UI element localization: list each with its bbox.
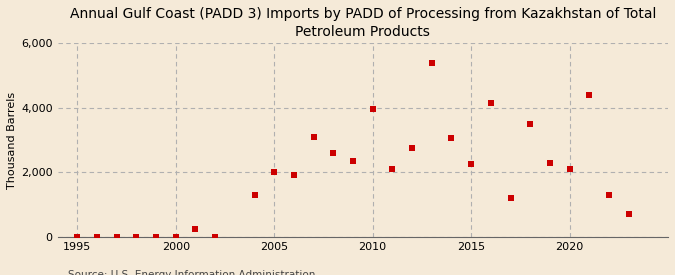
Point: [485, 101, 496, 105]
Point: [348, 159, 358, 163]
Point: [367, 107, 378, 112]
Point: [466, 162, 477, 166]
Point: [603, 192, 614, 197]
Point: [545, 160, 556, 165]
Point: [210, 234, 221, 239]
Point: [249, 192, 260, 197]
Point: [505, 196, 516, 200]
Point: [288, 173, 299, 178]
Title: Annual Gulf Coast (PADD 3) Imports by PADD of Processing from Kazakhstan of Tota: Annual Gulf Coast (PADD 3) Imports by PA…: [70, 7, 656, 39]
Point: [269, 170, 279, 174]
Point: [190, 226, 201, 231]
Point: [387, 167, 398, 171]
Point: [406, 146, 417, 150]
Point: [72, 234, 83, 239]
Point: [623, 212, 634, 216]
Point: [564, 167, 575, 171]
Point: [111, 234, 122, 239]
Point: [446, 136, 457, 141]
Point: [92, 234, 103, 239]
Point: [524, 122, 535, 126]
Point: [131, 234, 142, 239]
Point: [427, 60, 437, 65]
Text: Source: U.S. Energy Information Administration: Source: U.S. Energy Information Administ…: [68, 271, 315, 275]
Point: [584, 93, 595, 97]
Y-axis label: Thousand Barrels: Thousand Barrels: [7, 91, 17, 189]
Point: [328, 151, 339, 155]
Point: [170, 234, 181, 239]
Point: [308, 134, 319, 139]
Point: [151, 234, 161, 239]
